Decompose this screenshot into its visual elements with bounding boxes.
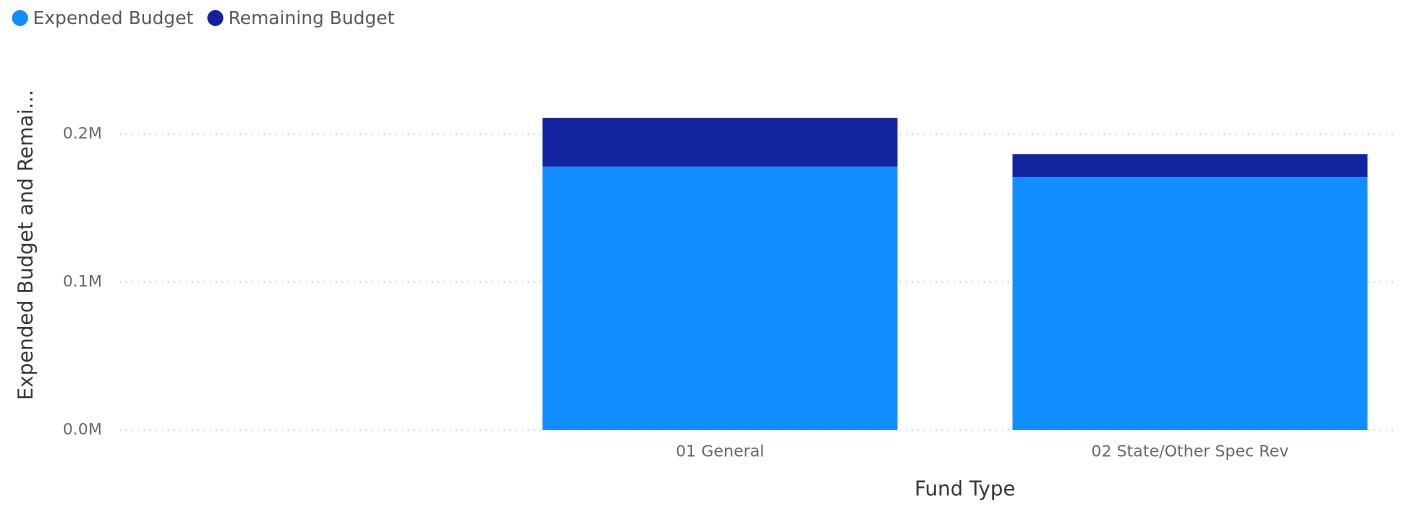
legend-label: Expended Budget (33, 8, 193, 29)
x-axis-title: Fund Type (915, 477, 1016, 501)
bar-segment (1012, 177, 1368, 430)
y-tick-label: 0.0M (63, 420, 102, 439)
legend-label: Remaining Budget (228, 8, 394, 29)
bar-segment (542, 166, 898, 431)
y-axis-title: Expended Budget and Remai... (14, 90, 38, 400)
legend-marker (12, 10, 28, 26)
x-tick-label: 02 State/Other Spec Rev (1091, 442, 1288, 461)
bar-segment (1012, 154, 1368, 178)
x-tick-label: 01 General (676, 442, 765, 461)
y-tick-label: 0.2M (63, 124, 102, 143)
bar-segment (542, 117, 898, 167)
y-tick-label: 0.1M (63, 272, 102, 291)
legend-marker (207, 10, 224, 26)
